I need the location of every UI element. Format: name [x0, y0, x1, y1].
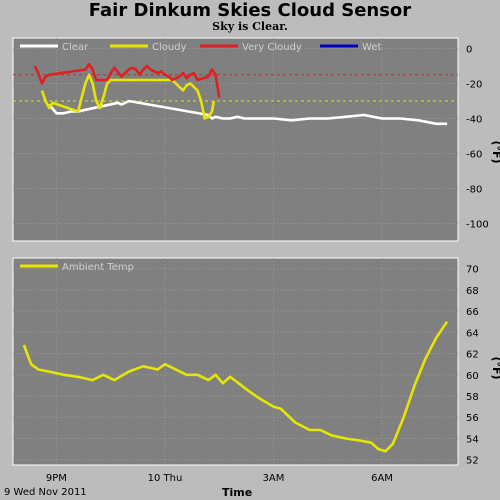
- sky-y-axis-ticks: 0 -20 -40 -60 -80 -100: [466, 45, 489, 231]
- y-tick-label: -80: [466, 185, 482, 196]
- page-title: Fair Dinkum Skies Cloud Sensor: [88, 0, 412, 21]
- series-line-clear: [48, 99, 448, 126]
- y-tick-label: 56: [466, 413, 479, 424]
- x-tick-label: 3AM: [263, 473, 285, 484]
- x-axis-date-label: 9 Wed Nov 2011: [4, 487, 87, 498]
- ambient-series-group: [22, 320, 449, 453]
- y-tick-label: 66: [466, 307, 479, 318]
- ambient-legend: Ambient Temp: [20, 262, 134, 273]
- ambient-panel-gridlines: [13, 258, 458, 465]
- x-tick-label: 9PM: [46, 473, 67, 484]
- ambient-panel-background: [12, 257, 459, 466]
- x-tick-label: 10 Thu: [148, 473, 183, 484]
- sky-series-group: [33, 63, 448, 126]
- legend-label: Very Cloudy: [242, 42, 302, 53]
- series-line-ambient-temp: [22, 320, 449, 453]
- sky-y-axis-label: (°F): [490, 140, 500, 163]
- sky-threshold-lines: [13, 74, 458, 102]
- legend-label: Clear: [62, 42, 89, 53]
- y-tick-label: 62: [466, 350, 479, 361]
- y-tick-label: 70: [466, 265, 479, 276]
- y-tick-label: 58: [466, 392, 479, 403]
- y-tick-label: -20: [466, 80, 482, 91]
- sky-legend: Clear Cloudy Very Cloudy Wet: [20, 42, 381, 53]
- y-tick-label: 54: [466, 434, 479, 445]
- x-axis-ticks: 9PM 10 Thu 3AM 6AM: [46, 473, 393, 484]
- y-tick-label: 60: [466, 371, 479, 382]
- sky-panel-background: [12, 37, 459, 242]
- y-tick-label: 52: [466, 456, 479, 467]
- series-line-cloudy: [40, 73, 216, 120]
- y-tick-label: -60: [466, 150, 482, 161]
- y-tick-label: -40: [466, 115, 482, 126]
- x-axis-title: Time: [222, 486, 252, 499]
- series-line-very-cloudy: [33, 63, 221, 98]
- legend-label: Ambient Temp: [62, 262, 134, 273]
- x-tick-label: 6AM: [371, 473, 393, 484]
- legend-label: Cloudy: [152, 42, 187, 53]
- y-tick-label: 64: [466, 328, 479, 339]
- ambient-y-axis-ticks: 70 68 66 64 62 60 58 56 54 52: [466, 265, 479, 467]
- legend-label: Wet: [362, 42, 381, 53]
- y-tick-label: 68: [466, 286, 479, 297]
- y-tick-label: 0: [466, 45, 472, 56]
- sky-status-text: Sky is Clear.: [212, 20, 288, 33]
- y-tick-label: -100: [466, 220, 489, 231]
- ambient-y-axis-label: (°F): [490, 356, 500, 379]
